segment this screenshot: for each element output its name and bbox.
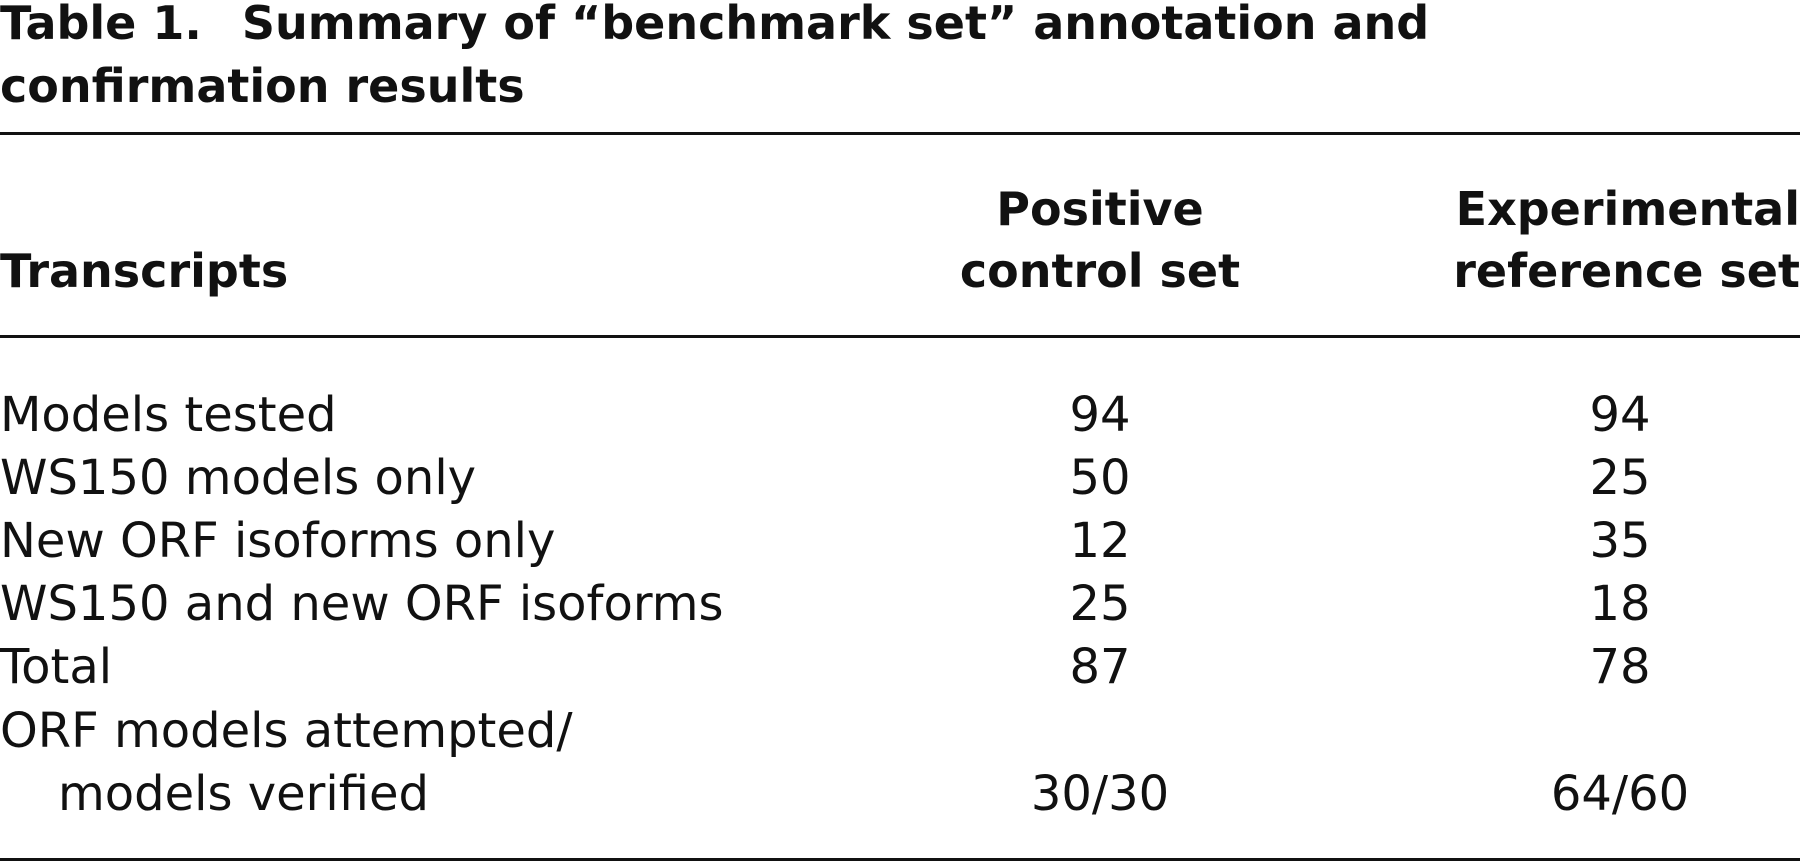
table-title-line-2: confirmation results — [0, 59, 525, 113]
header-experimental-line-2: reference set — [1453, 244, 1800, 298]
table-row: New ORF isoforms only 12 35 — [0, 510, 1800, 573]
header-positive-line-1: Positive — [996, 182, 1204, 236]
caption-line-1: Table 1. Summary of “benchmark set” annot… — [0, 0, 1800, 55]
experimental-value: 35 — [1589, 513, 1651, 569]
header-experimental-line-1: Experimental — [1455, 182, 1800, 236]
table-row: Total 87 78 — [0, 636, 1800, 699]
bottom-rule — [0, 858, 1800, 861]
experimental-value: 78 — [1589, 639, 1651, 695]
row-label: WS150 and new ORF isoforms — [0, 576, 724, 632]
table-row: Models tested 94 94 — [0, 384, 1800, 447]
positive-value: 50 — [1069, 450, 1131, 506]
table-row-final-line-1: ORF models attempted/ — [0, 700, 1800, 763]
header-transcripts: Transcripts — [0, 244, 289, 298]
row-label: New ORF isoforms only — [0, 513, 556, 569]
experimental-value: 94 — [1589, 387, 1651, 443]
table-row: WS150 and new ORF isoforms 25 18 — [0, 573, 1800, 636]
positive-value: 30/30 — [1030, 766, 1170, 822]
row-label: Models tested — [0, 387, 337, 443]
row-label: Total — [0, 639, 113, 695]
row-label-line-2: models verified — [58, 766, 429, 822]
header-experimental-reference-set: Experimental reference set — [1400, 178, 1800, 302]
positive-value: 94 — [1069, 387, 1131, 443]
table-row-final-line-2: models verified 30/30 64/60 — [0, 763, 1800, 826]
experimental-value: 18 — [1589, 576, 1651, 632]
row-label: WS150 models only — [0, 450, 477, 506]
positive-value: 12 — [1069, 513, 1131, 569]
top-rule — [0, 132, 1800, 135]
positive-value: 87 — [1069, 639, 1131, 695]
table-caption: Table 1. Summary of “benchmark set” annot… — [0, 0, 1800, 118]
table-title-line-1: Summary of “benchmark set” annotation an… — [241, 0, 1430, 50]
header-positive-control-set: Positive control set — [900, 178, 1300, 302]
header-positive-line-2: control set — [959, 244, 1241, 298]
positive-value: 25 — [1069, 576, 1131, 632]
experimental-value: 25 — [1589, 450, 1651, 506]
row-label-line-1: ORF models attempted/ — [0, 703, 573, 759]
header-rule — [0, 335, 1800, 338]
experimental-value: 64/60 — [1550, 766, 1690, 822]
table-row: WS150 models only 50 25 — [0, 447, 1800, 510]
table-label: Table 1. — [0, 0, 202, 50]
